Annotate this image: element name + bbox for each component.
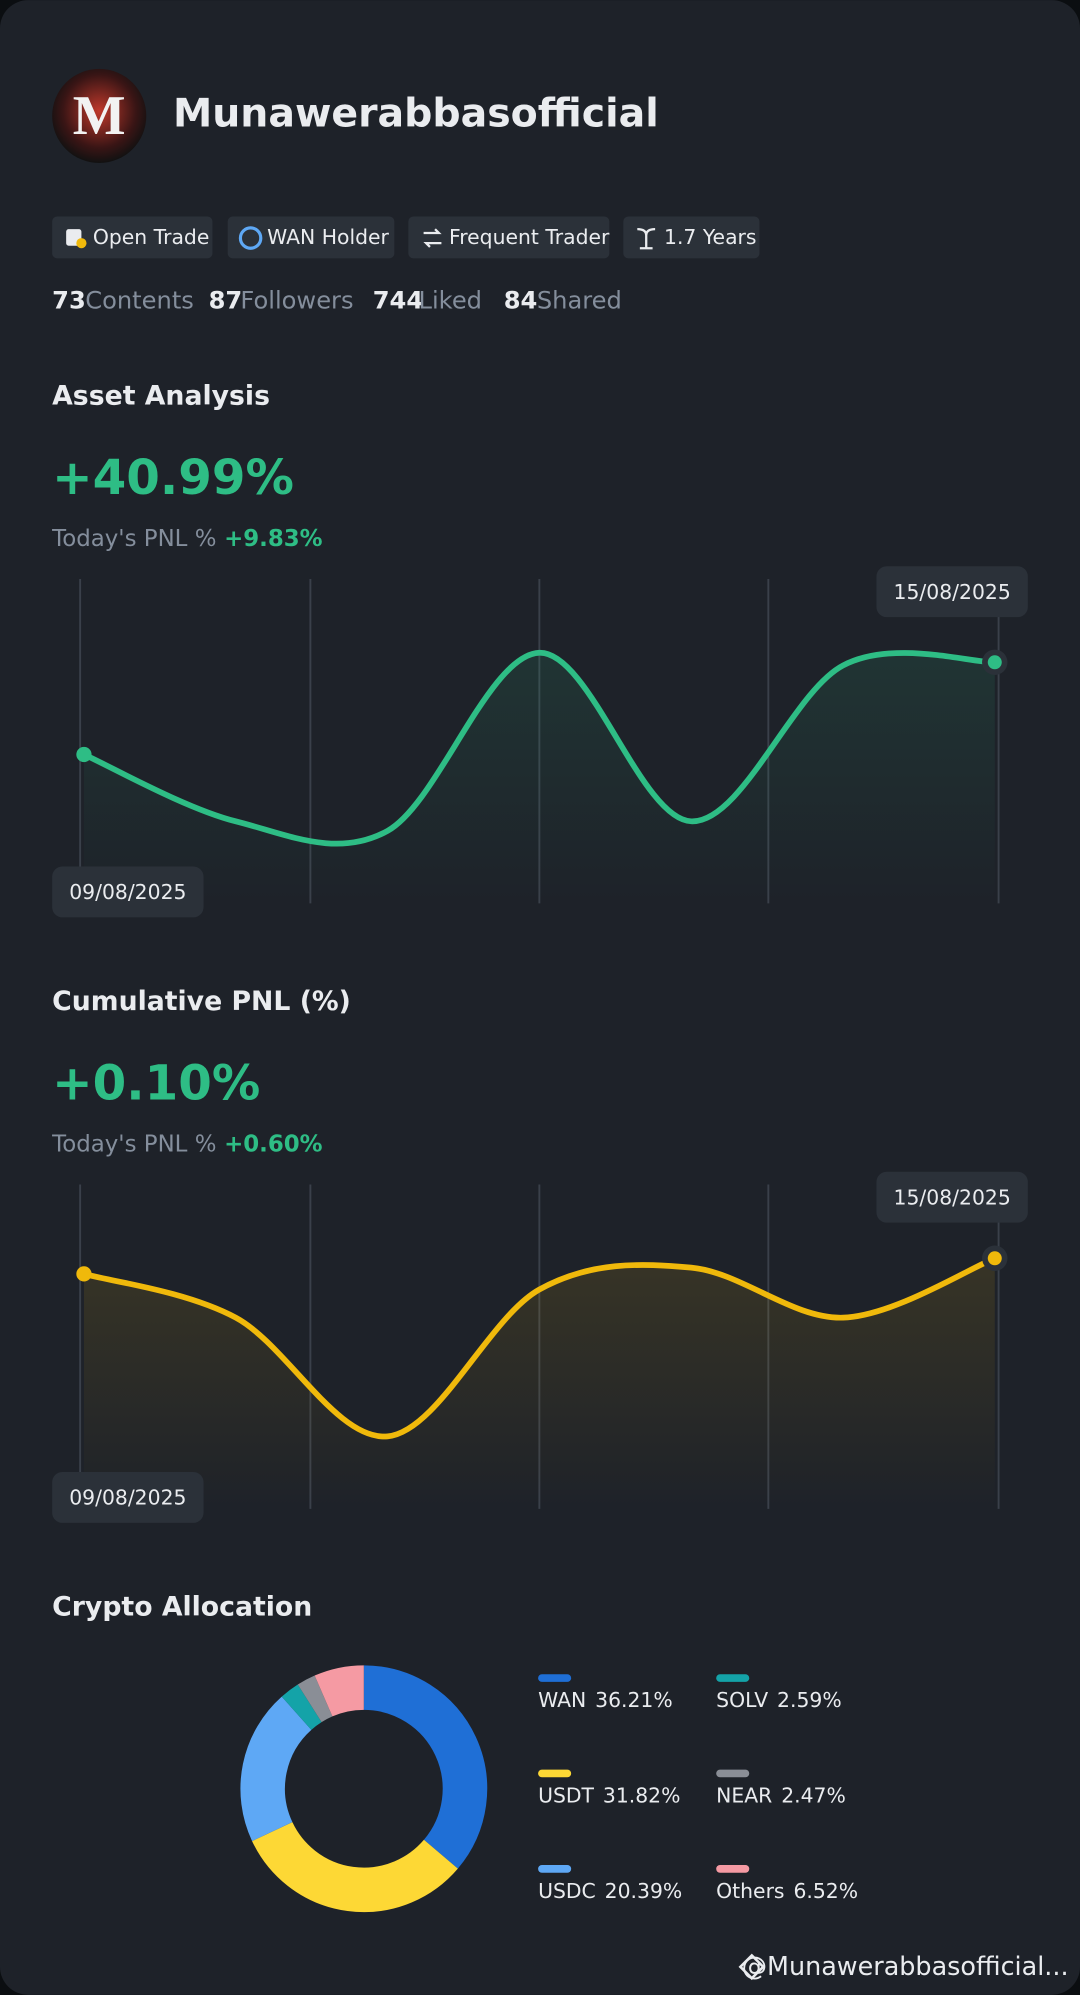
badge-label: Open Trade xyxy=(93,225,209,249)
legend-swatch xyxy=(538,1674,572,1682)
legend-name: USDC xyxy=(538,1879,596,1903)
area-fill xyxy=(83,652,995,904)
end-point xyxy=(987,655,1002,670)
badge xyxy=(623,216,760,259)
legend-name: WAN xyxy=(538,1688,586,1712)
watermark-text: @Munawerabbasofficial... xyxy=(742,1951,1069,1981)
donut-slice xyxy=(240,1696,312,1842)
badge-label: 1.7 Years xyxy=(664,225,757,249)
section-title: Asset Analysis xyxy=(52,381,270,412)
legend-swatch xyxy=(716,1769,750,1778)
stat-value: 744 xyxy=(373,287,423,315)
date-pill xyxy=(876,1171,1028,1223)
date-pill xyxy=(52,866,204,918)
end-point xyxy=(987,1251,1002,1266)
date-pill xyxy=(52,1471,204,1523)
legend-name: USDT xyxy=(538,1783,594,1807)
line-series xyxy=(82,649,995,847)
legend-swatch xyxy=(538,1865,572,1873)
donut-slice xyxy=(281,1684,322,1731)
legend-swatch xyxy=(538,1769,572,1778)
profile-name: Munawerabbasofficial xyxy=(173,90,659,136)
pnl-value: +9.83% xyxy=(224,526,323,552)
legend-value: 36.21% xyxy=(595,1688,673,1712)
svg-text:M: M xyxy=(73,85,126,147)
stat-value: 87 xyxy=(209,287,243,315)
charts: Asset Analysis +40.99% Today's PNL % +9.83%… xyxy=(51,381,1028,1913)
badge xyxy=(408,216,610,259)
donut-slice xyxy=(297,1675,333,1723)
date-pill xyxy=(876,566,1028,618)
legend-swatch xyxy=(716,1674,750,1682)
badge xyxy=(52,216,213,259)
stat-value: 73 xyxy=(52,287,86,315)
donut-slice xyxy=(252,1821,458,1913)
legend-name: SOLV xyxy=(716,1688,768,1712)
end-point xyxy=(76,746,92,763)
headline-value: +40.99% xyxy=(52,450,294,506)
legend-value: 2.47% xyxy=(781,1783,846,1807)
date-label: 09/08/2025 xyxy=(69,880,186,904)
pnl-label: Today's PNL % xyxy=(51,526,216,552)
legend-value: 2.59% xyxy=(777,1688,842,1712)
badge xyxy=(227,216,395,259)
pnl-label: Today's PNL % xyxy=(51,1132,216,1158)
stats: 73 Contents 87 Followers 744 Liked 84 Sh… xyxy=(52,287,622,315)
stat-label: Contents xyxy=(85,287,194,315)
pnl-value: +0.60% xyxy=(224,1132,323,1158)
section-title: Cumulative PNL (%) xyxy=(52,986,351,1017)
legend-value: 31.82% xyxy=(603,1783,681,1807)
legend-value: 6.52% xyxy=(793,1879,858,1903)
legend-swatch xyxy=(716,1865,750,1873)
watermark: @Munawerabbasofficial... xyxy=(738,1951,1069,1981)
area-fill xyxy=(83,1258,995,1509)
badges: Open Trade WAN Holder Frequent Trader 1.… xyxy=(52,216,760,259)
avatar: M xyxy=(52,68,147,164)
headline-value: +0.10% xyxy=(52,1056,260,1112)
stat-label: Liked xyxy=(419,287,483,315)
section-title: Crypto Allocation xyxy=(52,1592,312,1623)
donut-slice xyxy=(363,1665,488,1869)
end-point xyxy=(76,1266,92,1282)
stat-value: 84 xyxy=(504,287,538,315)
legend-value: 20.39% xyxy=(605,1879,683,1903)
stat-label: Shared xyxy=(537,287,622,315)
date-label: 15/08/2025 xyxy=(894,580,1011,604)
badge-label: WAN Holder xyxy=(267,225,389,249)
legend-name: NEAR xyxy=(716,1783,772,1807)
date-label: 09/08/2025 xyxy=(69,1486,186,1510)
line-series xyxy=(83,1255,996,1440)
legend-name: Others xyxy=(716,1879,784,1903)
date-label: 15/08/2025 xyxy=(894,1185,1011,1209)
stat-label: Followers xyxy=(240,287,353,315)
donut-slice xyxy=(314,1665,365,1717)
badge-label: Frequent Trader xyxy=(449,225,610,249)
